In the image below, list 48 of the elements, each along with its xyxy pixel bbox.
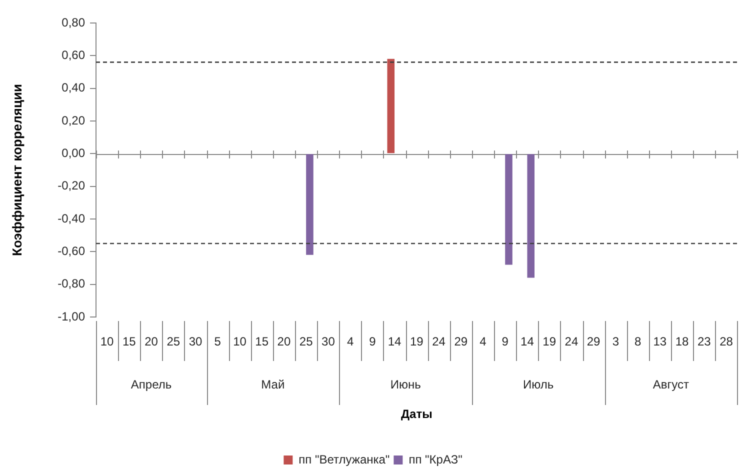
x-tick-label: 20 <box>277 334 291 349</box>
x-tick-label: 15 <box>255 334 269 349</box>
text: Май <box>261 377 285 392</box>
text: Июнь <box>390 377 421 392</box>
x-tick-label: 9 <box>369 334 376 349</box>
x-axis-title: Даты <box>400 407 432 422</box>
x-tick-label: 29 <box>454 334 468 349</box>
y-tick-label: 0,00 <box>62 146 86 160</box>
y-tick-label: 0,60 <box>62 48 86 62</box>
x-tick-label: 28 <box>720 334 734 349</box>
x-tick-label: 4 <box>480 334 487 349</box>
x-tick-label: 25 <box>299 334 314 349</box>
x-tick-label: 19 <box>410 334 424 349</box>
x-tick-label: 3 <box>612 334 620 349</box>
y-tick-label: 0,80 <box>62 15 86 30</box>
y-tick-label: -0,40 <box>58 211 86 226</box>
legend-label: пп "Ветлужанка" <box>298 452 390 466</box>
y-tick-label: -0,20 <box>58 178 86 193</box>
x-tick-label: 13 <box>653 334 667 349</box>
x-tick-label: 10 <box>100 334 114 349</box>
y-tick-label: 0,20 <box>62 113 86 128</box>
x-tick-label: 8 <box>634 334 642 349</box>
x-tick-label: 14 <box>520 334 534 349</box>
y-tick-label: -0,60 <box>58 244 86 258</box>
x-tick-label: 9 <box>502 334 509 349</box>
text: Июль <box>522 377 554 392</box>
y-tick-label: 0,40 <box>62 80 86 95</box>
x-tick-label: 30 <box>322 334 336 349</box>
x-tick-label: 4 <box>346 334 354 349</box>
legend-label: пп "КрАЗ" <box>408 452 462 466</box>
x-tick-label: 5 <box>214 334 222 349</box>
x-tick-label: 25 <box>166 334 180 349</box>
x-tick-label: 10 <box>233 334 247 349</box>
x-tick-label: 18 <box>675 334 690 349</box>
y-tick-label: -1,00 <box>58 309 86 324</box>
y-tick-label: -0,80 <box>58 276 86 291</box>
x-tick-label: 20 <box>144 334 158 349</box>
x-tick-label: 19 <box>542 334 556 349</box>
x-tick-label: 24 <box>432 334 446 349</box>
text: Апрель <box>130 377 172 392</box>
x-tick-label: 15 <box>122 334 136 349</box>
x-tick-label: 30 <box>188 334 203 349</box>
x-tick-label: 29 <box>586 334 601 349</box>
x-tick-label: 23 <box>697 334 712 349</box>
y-axis-title: Коэффициент корреляции <box>9 84 24 256</box>
text: Август <box>652 377 690 392</box>
x-tick-label: 24 <box>564 334 578 349</box>
x-tick-label: 14 <box>388 334 402 349</box>
